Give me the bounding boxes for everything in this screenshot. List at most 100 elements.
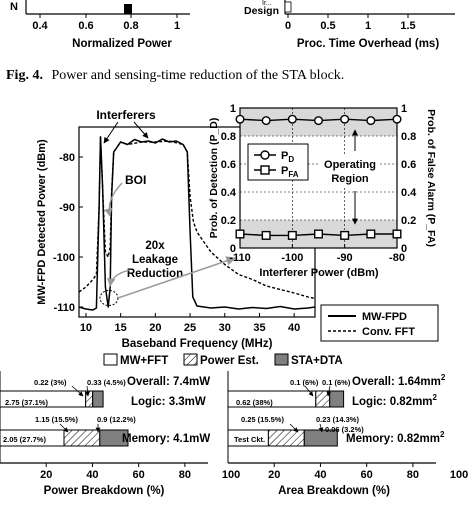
area-logic-powerest-annot: 0.1 (6%) xyxy=(290,378,319,387)
pd-marker xyxy=(235,114,245,124)
inset-legend: PD PFA xyxy=(247,143,309,181)
area-logic-stadta-annot: 0.1 (6%) xyxy=(322,378,351,387)
spectrum-ytick-label: -80 xyxy=(59,152,75,164)
spectrum-xtick-label: 25 xyxy=(184,322,196,334)
power-memory-powerest-bar xyxy=(63,429,101,447)
inset-xtick-label: -110 xyxy=(229,252,250,264)
spectrum-xtick-label: 35 xyxy=(253,322,265,334)
power-logic-powerest-pointer xyxy=(71,385,84,397)
top-left-bar-stub xyxy=(124,4,132,14)
power-bars xyxy=(0,390,129,447)
operating-label-bg xyxy=(320,154,380,188)
top-left-tick-label: 0.4 xyxy=(32,20,48,32)
inset-ytick-right: 1 xyxy=(401,103,407,115)
interferers-label: Interferers xyxy=(96,108,156,122)
inset-xtick-label: -90 xyxy=(337,252,353,264)
inset-xlabel: Interferer Power (dBm) xyxy=(259,267,379,279)
area-logic-powerest-pointer xyxy=(304,385,314,397)
operating-label-2: Region xyxy=(331,173,369,185)
leakage-label-1: 20x xyxy=(145,240,165,252)
area-xlabel: Area Breakdown (%) xyxy=(278,485,390,497)
power-logic-powerest-bar xyxy=(85,390,94,408)
area-logic-mwfft-annot: 0.62 (38%) xyxy=(236,398,273,407)
legend-powerest-swatch xyxy=(183,353,198,366)
area-memory-stadta-pointer xyxy=(318,423,324,433)
inset-xtick-label: -80 xyxy=(389,252,405,264)
top-left-ticks: 0.4 0.6 0.8 1 xyxy=(32,14,180,32)
power-ticks: 20 40 60 80 100 xyxy=(40,463,240,481)
inset-ytick-right: 0.6 xyxy=(401,159,416,171)
pd-marker xyxy=(340,114,350,124)
interferers-arrow-left xyxy=(103,121,119,144)
inset-legend-pd-label: PD xyxy=(281,150,294,164)
top-right-tick-label: 0.5 xyxy=(320,20,335,32)
power-logic-stadta-bar xyxy=(92,390,104,408)
power-memory-stadta-annot: 0.9 (12.2%) xyxy=(97,415,136,424)
legend-stadta-label: STA+DTA xyxy=(291,355,343,367)
pfa-marker xyxy=(392,229,402,239)
inset-series xyxy=(235,114,402,240)
area-memory-powerest-bar xyxy=(267,429,305,447)
inset-ytick-left: 0.2 xyxy=(221,215,236,227)
leakage-label-2: Leakage xyxy=(132,254,178,266)
legend-mwfft-label: MW+FFT xyxy=(120,355,168,367)
power-logic-stadta-annot: 0.33 (4.5%) xyxy=(87,378,126,387)
power-logic-mwfft-annot: 2.75 (37.1%) xyxy=(5,398,48,407)
top-right-tick-label: 1 xyxy=(365,20,371,32)
inset-xtick-label: -100 xyxy=(281,252,303,264)
area-logic-stadta-bar xyxy=(329,390,345,408)
power-memory-label: Memory: 4.1mW xyxy=(122,433,210,445)
leakage-arrow xyxy=(107,269,131,287)
pd-marker xyxy=(287,114,297,124)
area-xtick-label: 40 xyxy=(314,469,326,481)
power-logic-powerest-annot: 0.22 (3%) xyxy=(34,378,67,387)
boi-arrow xyxy=(104,182,123,217)
pd-marker xyxy=(366,116,376,126)
area-bars xyxy=(227,390,345,447)
leakage-label-3: Reduction xyxy=(127,268,183,280)
top-right-category: Design xyxy=(244,5,279,17)
inset-legend-pfa-marker xyxy=(260,165,270,175)
inset-ylabel-right: Prob. of False Alarm (P_FA) xyxy=(425,109,437,247)
spectrum-ytick-label: -90 xyxy=(59,202,75,214)
spectrum-ytick-label: -100 xyxy=(53,252,75,264)
spectrum-xlabel: Baseband Frequency (MHz) xyxy=(122,338,273,350)
inset-ticks: -110 -100 -90 -800 00.2 0.20.4 0.40.6 0.60.8 0.8… xyxy=(221,103,417,264)
area-xtick-label: 80 xyxy=(407,469,419,481)
area-memory-testckt-annot: Test Ckt. xyxy=(234,435,265,444)
spectrum-series xyxy=(78,136,316,311)
pfa-marker xyxy=(366,229,376,239)
spectrum-ylabel: MW-FPD Detected Power (dBm) xyxy=(36,139,48,305)
legend-mwfpd-label: MW-FPD xyxy=(362,311,407,323)
fig4-caption-label: Fig. 4. xyxy=(6,68,43,83)
power-logic-label: Logic: 3.3mW xyxy=(131,396,206,408)
fig4-caption: Fig. 4. Power and sensing-time reduction… xyxy=(6,68,344,83)
spectrum-xtick-label: 30 xyxy=(219,322,231,334)
inset-plot: -110 -100 -90 -800 00.2 0.20.4 0.40.6 0.60.8 0.8… xyxy=(208,103,437,279)
top-left-xlabel: Normalized Power xyxy=(72,38,172,50)
legend-mwfft-swatch xyxy=(103,353,118,366)
inset-legend-pfa-label: PFA xyxy=(281,165,299,179)
top-right-tick-label: 1.5 xyxy=(400,20,415,32)
spectrum-plot: MW-FPD Detected Power (dBm) Baseband Fre… xyxy=(36,108,439,350)
top-right-tick-label: 0 xyxy=(285,20,291,32)
top-left-tick-label: 0.6 xyxy=(78,20,93,32)
pfa-marker xyxy=(235,229,245,239)
power-memory-powerest-pointer xyxy=(59,423,69,433)
inset-ytick-right: 0 xyxy=(401,243,407,255)
area-memory-powerest-annot: 0.25 (15.5%) xyxy=(241,415,284,424)
inset-ytick-right: 0.4 xyxy=(401,187,417,199)
interferers-arrow-right xyxy=(133,121,149,139)
inset-ytick-left: 0.8 xyxy=(221,131,236,143)
convfft-line xyxy=(78,136,316,300)
power-xtick-label: 80 xyxy=(179,469,191,481)
spectrum-ytick-label: -110 xyxy=(54,302,75,314)
inset-legend-pd-marker xyxy=(260,150,270,160)
area-memory-extra-annot: 0.06 (3.2%) xyxy=(325,425,364,434)
power-xlabel: Power Breakdown (%) xyxy=(44,485,165,497)
inset-legend-box xyxy=(247,143,309,181)
area-memory-stadta-annot: 0.23 (14.3%) xyxy=(316,415,359,424)
inset-ytick-left: 1 xyxy=(230,103,236,115)
spectrum-xtick-label: 15 xyxy=(115,322,127,334)
